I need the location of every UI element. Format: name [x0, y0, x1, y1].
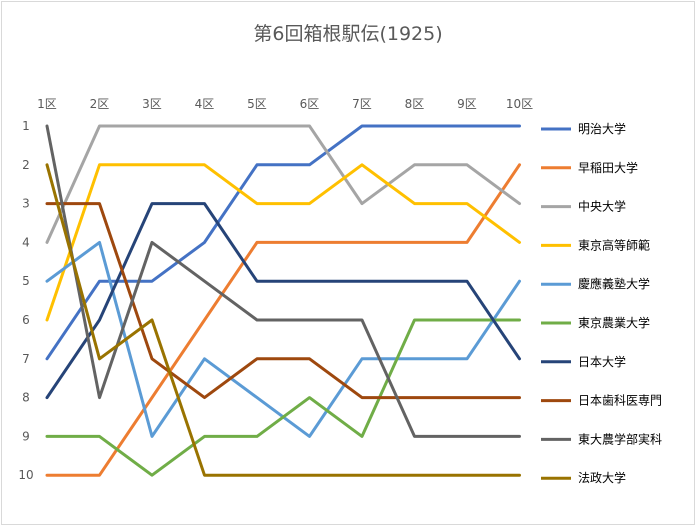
series-line	[45, 124, 521, 438]
series-line	[45, 163, 521, 477]
legend-label: 日本歯科医専門	[578, 394, 662, 408]
y-axis-ticks: 1 2 3 4 5 6 7 8 9 10	[18, 119, 33, 482]
x-tick-label: 2区	[90, 97, 110, 111]
legend-label: 東京高等師範	[578, 237, 650, 252]
x-tick-label: 4区	[195, 97, 215, 111]
series-line	[45, 163, 521, 322]
y-tick-label: 2	[22, 158, 30, 172]
series-line	[45, 124, 521, 244]
y-tick-label: 6	[22, 313, 30, 327]
legend-label: 慶應義塾大学	[578, 276, 650, 291]
y-tick-label: 5	[22, 274, 30, 288]
y-tick-label: 3	[22, 197, 30, 211]
x-tick-label: 7区	[352, 97, 372, 111]
y-tick-label: 1	[22, 119, 30, 133]
x-tick-label: 8区	[405, 97, 425, 111]
chart-title: 第6回箱根駅伝(1925)	[253, 23, 442, 45]
x-tick-label: 5区	[247, 97, 267, 111]
legend-label: 中央大学	[578, 199, 626, 214]
legend-label: 早稲田大学	[578, 160, 638, 175]
legend-label: 東大農学部実科	[578, 431, 662, 446]
legend: 明治大学早稲田大学中央大学東京高等師範慶應義塾大学東京農業大学日本大学日本歯科医…	[541, 121, 662, 485]
legend-label: 東京農業大学	[578, 315, 650, 330]
y-tick-label: 10	[18, 468, 33, 482]
y-tick-label: 8	[22, 391, 30, 405]
x-tick-label: 3区	[142, 97, 162, 111]
x-tick-label: 9区	[457, 97, 477, 111]
series-line	[45, 202, 521, 400]
series-line	[45, 202, 521, 400]
x-tick-label: 10区	[506, 97, 533, 111]
plot-area	[45, 124, 521, 477]
series-line	[45, 318, 521, 477]
x-tick-label: 6区	[300, 97, 320, 111]
x-axis-ticks: 1区 2区 3区 4区 5区 6区 7区 8区 9区 10区	[37, 97, 533, 111]
y-tick-label: 4	[22, 235, 30, 249]
legend-label: 明治大学	[578, 121, 626, 136]
x-tick-label: 1区	[37, 97, 57, 111]
legend-label: 法政大学	[578, 470, 626, 485]
series-line	[45, 163, 521, 477]
y-tick-label: 7	[22, 352, 30, 366]
legend-label: 日本大学	[578, 354, 626, 369]
y-tick-label: 9	[22, 429, 30, 443]
